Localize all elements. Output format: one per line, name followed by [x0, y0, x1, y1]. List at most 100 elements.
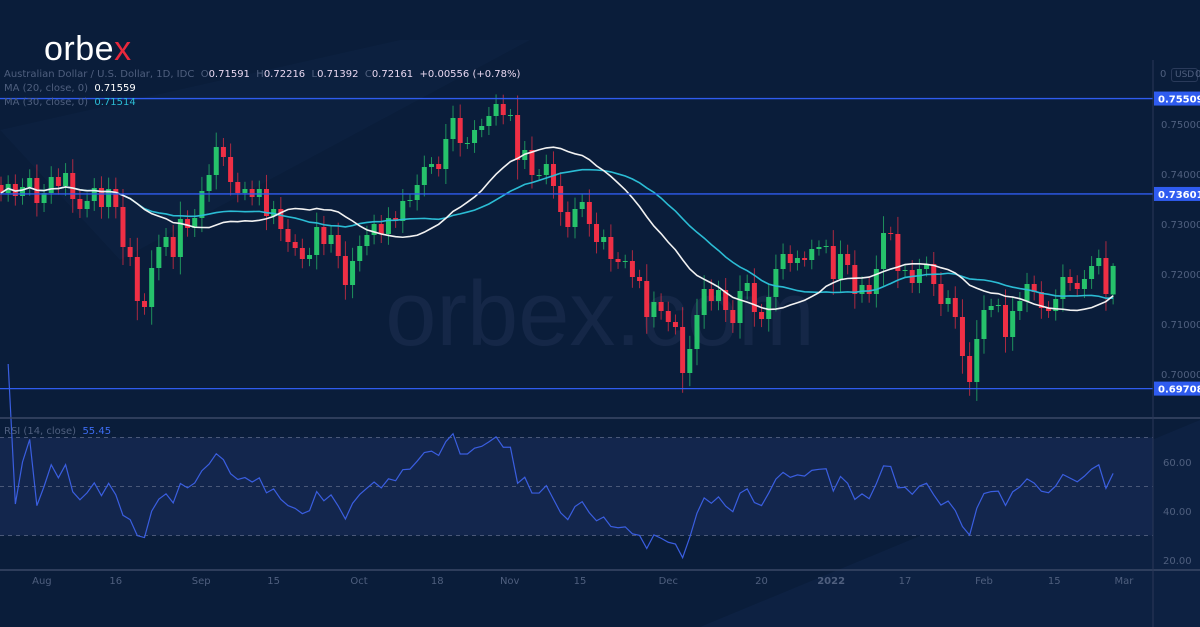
- candle: [443, 124, 449, 184]
- candle: [12, 174, 18, 206]
- candle-body: [307, 255, 313, 259]
- candle: [1010, 297, 1016, 351]
- candle-body: [228, 157, 234, 182]
- candle: [156, 234, 162, 281]
- time-tick-label: Dec: [659, 576, 678, 587]
- candle-body: [364, 235, 370, 246]
- candle: [737, 275, 743, 339]
- high-value: 0.72216: [263, 69, 306, 80]
- price-tick-label: 0.71000: [1161, 320, 1200, 331]
- watermark: orbex.com: [385, 263, 815, 365]
- time-tick-label: Feb: [975, 576, 993, 587]
- candle-body: [716, 290, 721, 301]
- candle-body: [974, 339, 980, 382]
- candle: [766, 284, 772, 332]
- candle-body: [20, 187, 26, 196]
- candle: [199, 176, 205, 233]
- ma20-label: MA (20, close, 0): [4, 83, 89, 94]
- symbol-legend[interactable]: Australian Dollar / U.S. Dollar, 1D, IDC…: [4, 69, 520, 80]
- candle-body: [1081, 279, 1087, 289]
- candle: [658, 293, 664, 320]
- price-tick-label: 0.73000: [1161, 220, 1200, 231]
- candle: [450, 105, 456, 152]
- candle-body: [938, 284, 944, 304]
- candle: [873, 255, 879, 308]
- candle: [149, 250, 155, 325]
- candle: [98, 176, 104, 219]
- price-tag: [1154, 91, 1200, 106]
- candle: [830, 230, 836, 295]
- candle: [314, 212, 320, 270]
- symbol-name: Australian Dollar / U.S. Dollar, 1D, IDC: [4, 69, 195, 80]
- candle-body: [185, 219, 191, 228]
- candle-body: [12, 184, 18, 196]
- candle: [1103, 241, 1109, 311]
- candle: [866, 276, 872, 303]
- candle: [342, 241, 348, 300]
- price-tick-label: 0.72000: [1161, 270, 1200, 281]
- candle-body: [967, 356, 973, 382]
- price-tick-label: 0.74000: [1161, 170, 1200, 181]
- candle-body: [802, 258, 808, 260]
- candle-body: [271, 209, 277, 216]
- candle-body: [421, 167, 427, 185]
- price-pane[interactable]: [0, 94, 1153, 401]
- candle-body: [751, 283, 757, 312]
- rsi-legend[interactable]: RSI (14, close) 55.45: [4, 426, 111, 437]
- time-tick-label: Mar: [1114, 576, 1134, 587]
- currency-button[interactable]: USD: [1171, 68, 1199, 82]
- candle: [142, 293, 147, 315]
- candle: [256, 180, 262, 206]
- candle-body: [278, 209, 284, 229]
- candle-body: [242, 189, 248, 193]
- candle: [802, 251, 808, 267]
- candle-body: [1089, 266, 1095, 279]
- ma30-legend[interactable]: MA (30, close, 0) 0.71514: [4, 97, 136, 108]
- candle-body: [1103, 258, 1109, 294]
- candle: [486, 107, 492, 135]
- candle: [163, 228, 169, 256]
- candle: [959, 299, 965, 374]
- candle: [837, 240, 843, 293]
- rsi-pane[interactable]: [0, 363, 1153, 560]
- candle: [895, 216, 901, 289]
- candle: [493, 94, 499, 126]
- candle-body: [708, 289, 714, 301]
- candle-body: [378, 224, 384, 234]
- candle-body: [192, 218, 198, 228]
- price-tag: [1154, 381, 1200, 396]
- candle-body: [895, 234, 901, 271]
- candle-body: [1060, 277, 1066, 299]
- candle-body: [1074, 283, 1080, 289]
- candle: [271, 200, 277, 225]
- candle-body: [543, 164, 549, 175]
- candle: [529, 136, 535, 189]
- candle-body: [881, 233, 887, 269]
- candle-body: [529, 150, 535, 175]
- candle-body: [464, 143, 470, 144]
- candle-body: [285, 229, 291, 242]
- ma20-legend[interactable]: MA (20, close, 0) 0.71559: [4, 83, 136, 94]
- candle-body: [472, 130, 478, 143]
- candle: [385, 207, 391, 245]
- candle-body: [866, 285, 872, 294]
- candle-body: [1110, 265, 1116, 295]
- candle: [672, 314, 678, 335]
- rsi-tick-label: 20.00: [1163, 556, 1192, 567]
- candle: [292, 234, 298, 256]
- candle: [84, 192, 90, 218]
- candle-body: [988, 306, 994, 310]
- candle: [744, 274, 750, 300]
- candle-body: [156, 247, 162, 268]
- candle-body: [665, 311, 671, 322]
- candle: [680, 307, 686, 393]
- open-label: O: [200, 69, 209, 80]
- candle: [242, 181, 248, 201]
- candle: [945, 290, 951, 312]
- candle: [881, 216, 887, 286]
- candle: [393, 211, 399, 228]
- candle-body: [249, 189, 255, 197]
- time-tick-label: 18: [431, 576, 444, 587]
- candle: [421, 155, 427, 197]
